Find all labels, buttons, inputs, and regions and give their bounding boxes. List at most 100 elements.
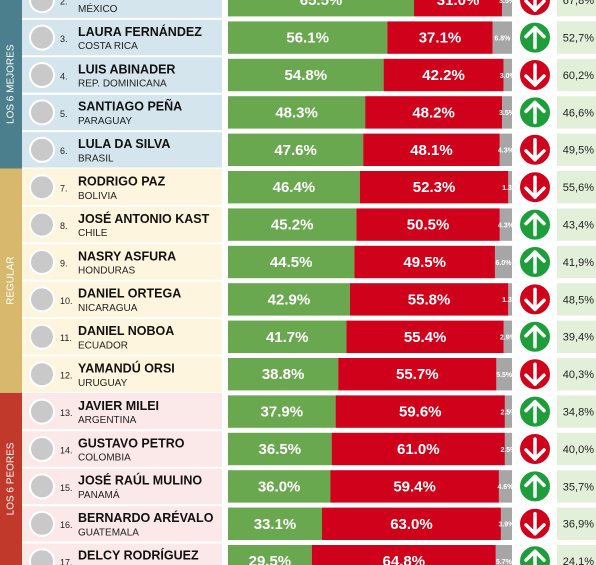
trend-arrow xyxy=(524,175,546,199)
country: CHILE xyxy=(78,228,108,239)
country: ARGENTINA xyxy=(78,415,137,426)
president-name: JOSÉ RAÚL MULINO xyxy=(78,473,202,488)
previous-value: 52,7% xyxy=(563,33,594,45)
group-bg xyxy=(22,0,222,169)
avatar xyxy=(29,398,55,425)
trend-arrow xyxy=(524,250,546,274)
nsnc-label: 1.3% xyxy=(502,185,519,192)
approve-bar xyxy=(228,432,332,466)
president-name: JAVIER MILEI xyxy=(78,399,159,413)
nsnc-label: 6.8% xyxy=(494,35,511,42)
group-bg xyxy=(22,392,222,565)
disapprove-label: 61.0% xyxy=(397,441,440,458)
trend-arrow xyxy=(524,63,546,87)
disapprove-label: 55.8% xyxy=(408,291,451,308)
previous-value: 48,5% xyxy=(563,294,594,306)
rank: 8. xyxy=(60,221,68,231)
president-name: SANTIAGO PEÑA xyxy=(78,99,182,114)
previous-value: 34,8% xyxy=(563,407,594,419)
previous-value: 39,4% xyxy=(563,332,594,344)
avatar xyxy=(29,0,55,14)
previous-value: 67,8% xyxy=(563,0,594,7)
previous-bg xyxy=(557,0,596,17)
approve-label: 54.8% xyxy=(285,67,328,84)
nsnc-bar xyxy=(495,545,512,565)
group-label: LOS 6 PEORES xyxy=(6,442,17,515)
avatar xyxy=(29,211,55,238)
avatar xyxy=(29,548,55,565)
approve-bar xyxy=(228,470,331,503)
avatar xyxy=(29,136,55,163)
disapprove-label: 50.5% xyxy=(407,217,450,234)
disapprove-label: 59.6% xyxy=(399,404,442,421)
country: REP. DOMINICANA xyxy=(78,79,167,90)
approve-bar xyxy=(228,283,350,316)
avatar xyxy=(29,286,55,313)
rank: 6. xyxy=(60,146,68,156)
approve-bar xyxy=(228,358,339,391)
avatar xyxy=(29,174,55,201)
trend-arrow xyxy=(524,437,546,461)
approve-bar xyxy=(228,96,366,129)
approve-label: 47.6% xyxy=(274,142,317,159)
president-name: LULA DA SILVA xyxy=(78,137,170,151)
rank: 13. xyxy=(60,408,73,418)
disapprove-bar xyxy=(322,507,501,540)
approve-bar xyxy=(228,208,357,241)
president-name: DELCY RODRÍGUEZ xyxy=(78,547,199,562)
president-name: BERNARDO ARÉVALO xyxy=(78,510,214,525)
avatar xyxy=(29,62,55,88)
president-name: YAMANDÚ ORSI xyxy=(78,360,175,375)
nsnc-label: 3.0% xyxy=(500,73,517,80)
disapprove-bar xyxy=(383,58,504,92)
nsnc-label: 5.5% xyxy=(496,372,513,379)
approve-label: 42.9% xyxy=(268,291,311,308)
nsnc-bar xyxy=(508,171,512,204)
previous-value: 49,5% xyxy=(563,145,594,157)
group-label: REGULAR xyxy=(6,257,17,305)
approve-bar xyxy=(228,21,388,54)
trend-arrow xyxy=(524,549,546,565)
disapprove-bar xyxy=(387,21,493,54)
avatar xyxy=(29,24,55,51)
disapprove-bar xyxy=(349,283,509,316)
country: PARAGUAY xyxy=(78,116,132,127)
disapprove-label: 55.4% xyxy=(404,329,447,346)
trend-arrow xyxy=(524,474,546,499)
nsnc-label: 2.9% xyxy=(500,335,517,342)
previous-bg xyxy=(557,470,596,503)
previous-bg xyxy=(557,21,596,54)
disapprove-label: 48.2% xyxy=(412,104,455,121)
country: PANAMÁ xyxy=(78,488,120,501)
group-band xyxy=(0,392,22,565)
approve-label: 36.5% xyxy=(259,441,302,458)
disapprove-bar xyxy=(363,133,500,166)
disapprove-label: 49.5% xyxy=(403,254,446,271)
trend-arrow xyxy=(524,399,546,424)
disapprove-bar xyxy=(354,245,495,279)
nsnc-label: 2.5% xyxy=(500,447,517,454)
approve-label: 45.2% xyxy=(271,217,314,234)
trend-arrow xyxy=(524,100,546,125)
country: BRASIL xyxy=(78,153,114,164)
avatar xyxy=(29,436,55,462)
disapprove-label: 64.8% xyxy=(383,553,426,565)
previous-bg xyxy=(557,395,596,428)
disapprove-bar xyxy=(346,320,504,353)
disapprove-label: 48.1% xyxy=(410,142,453,159)
approve-label: 36.0% xyxy=(258,478,301,495)
country: MÉXICO xyxy=(78,2,118,15)
approve-bar xyxy=(228,133,364,166)
previous-value: 36,9% xyxy=(563,519,594,531)
disapprove-label: 42.2% xyxy=(422,67,465,84)
trend-arrow xyxy=(524,25,546,50)
approve-bar xyxy=(228,395,336,428)
disapprove-label: 37.1% xyxy=(419,30,462,47)
previous-bg xyxy=(557,358,596,391)
nsnc-bar xyxy=(499,208,512,241)
disapprove-label: 31.0% xyxy=(437,0,480,9)
previous-value: 60,2% xyxy=(563,70,594,82)
previous-value: 46,6% xyxy=(563,107,594,119)
trend-arrow xyxy=(524,212,546,237)
